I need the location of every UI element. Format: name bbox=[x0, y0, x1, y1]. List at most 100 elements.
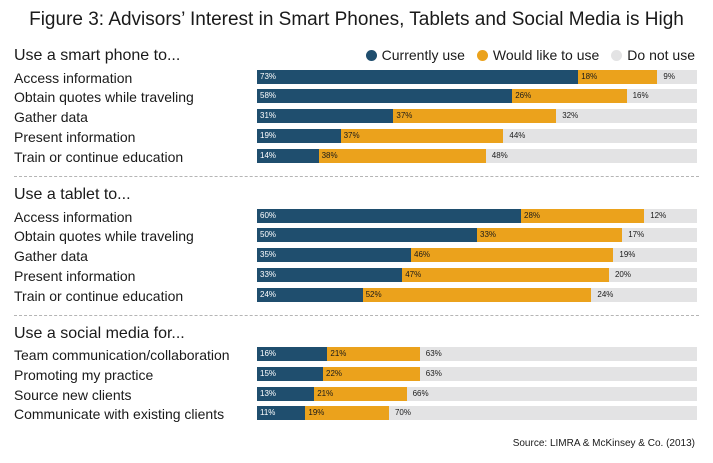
stacked-bar: 73% 18% 9% bbox=[257, 70, 697, 84]
data-label: 11% bbox=[260, 408, 276, 417]
data-label: 15% bbox=[260, 369, 277, 378]
bar-segment-do-not-use: 17% bbox=[622, 228, 697, 242]
stacked-bar: 35% 46% 19% bbox=[257, 248, 697, 262]
data-label: 24% bbox=[260, 290, 277, 299]
legend-swatch-do-not-use bbox=[611, 49, 623, 61]
row-label: Communicate with existing clients bbox=[14, 406, 225, 422]
legend-swatch-currently-use bbox=[365, 49, 377, 61]
data-label: 63% bbox=[425, 369, 442, 378]
bar-segment-do-not-use: 9% bbox=[657, 70, 697, 84]
legend-swatch-would-like-to-use bbox=[476, 49, 488, 61]
row-label: Train or continue education bbox=[14, 149, 184, 165]
row-label: Present information bbox=[14, 268, 136, 284]
stacked-bar: 11% 19% 70% bbox=[257, 406, 697, 420]
legend-item-currently-use: Currently use bbox=[365, 47, 465, 63]
bar-segment-would-like-to-use: 26% bbox=[512, 89, 627, 103]
data-label: 48% bbox=[491, 151, 508, 160]
data-label: 33% bbox=[260, 270, 277, 279]
bar-segment-currently-use: 19% bbox=[257, 129, 341, 143]
bar-segment-would-like-to-use: 21% bbox=[314, 387, 407, 401]
bar-segment-currently-use: 35% bbox=[257, 248, 411, 262]
data-label: 14% bbox=[260, 151, 277, 160]
row-label: Obtain quotes while traveling bbox=[14, 228, 194, 244]
bar-segment-currently-use: 16% bbox=[257, 347, 328, 361]
row-label: Access information bbox=[14, 70, 133, 86]
source-note: Source: LIMRA & McKinsey & Co. (2013) bbox=[512, 438, 695, 449]
bar-segment-do-not-use: 24% bbox=[591, 288, 697, 302]
bar-segment-do-not-use: 48% bbox=[485, 149, 697, 163]
legend-item-do-not-use: Do not use bbox=[611, 47, 695, 63]
bar-segment-would-like-to-use: 18% bbox=[578, 70, 658, 84]
section-title: Use a social media for... bbox=[14, 325, 185, 342]
data-label: 19% bbox=[308, 408, 325, 417]
bar-segment-would-like-to-use: 37% bbox=[340, 129, 504, 143]
bar-segment-would-like-to-use: 38% bbox=[318, 149, 486, 163]
data-label: 63% bbox=[425, 349, 442, 358]
data-label: 18% bbox=[581, 72, 598, 81]
legend-label-do-not-use: Do not use bbox=[627, 47, 695, 63]
data-label: 37% bbox=[343, 131, 360, 140]
section-divider bbox=[14, 176, 699, 177]
bar-segment-do-not-use: 66% bbox=[406, 387, 697, 401]
legend-label-would-like-to-use: Would like to use bbox=[492, 47, 600, 63]
data-label: 38% bbox=[321, 151, 338, 160]
bar-segment-do-not-use: 32% bbox=[556, 109, 697, 123]
data-label: 26% bbox=[515, 91, 532, 100]
data-label: 9% bbox=[663, 72, 675, 81]
stacked-bar: 24% 52% 24% bbox=[257, 288, 697, 302]
data-label: 12% bbox=[650, 211, 667, 220]
stacked-bar: 15% 22% 63% bbox=[257, 367, 697, 381]
data-label: 60% bbox=[260, 211, 277, 220]
bar-segment-currently-use: 73% bbox=[257, 70, 579, 84]
data-label: 16% bbox=[632, 91, 649, 100]
bar-segment-currently-use: 15% bbox=[257, 367, 323, 381]
bar-segment-currently-use: 50% bbox=[257, 228, 477, 242]
stacked-bar: 33% 47% 20% bbox=[257, 268, 697, 282]
data-label: 22% bbox=[326, 369, 343, 378]
section-divider bbox=[14, 315, 699, 316]
row-label: Gather data bbox=[14, 109, 88, 125]
stacked-bar: 31% 37% 32% bbox=[257, 109, 697, 123]
data-label: 16% bbox=[260, 349, 277, 358]
data-label: 13% bbox=[260, 389, 277, 398]
bar-segment-would-like-to-use: 46% bbox=[411, 248, 614, 262]
bar-segment-currently-use: 13% bbox=[257, 387, 315, 401]
stacked-bar: 16% 21% 63% bbox=[257, 347, 697, 361]
row-label: Obtain quotes while traveling bbox=[14, 89, 194, 105]
bar-segment-would-like-to-use: 52% bbox=[362, 288, 592, 302]
data-label: 70% bbox=[394, 408, 411, 417]
data-label: 37% bbox=[396, 111, 413, 120]
bar-segment-do-not-use: 44% bbox=[503, 129, 697, 143]
data-label: 44% bbox=[509, 131, 526, 140]
row-label: Team communication/collaboration bbox=[14, 347, 230, 363]
stacked-bar: 50% 33% 17% bbox=[257, 228, 697, 242]
bar-segment-would-like-to-use: 22% bbox=[323, 367, 420, 381]
bar-segment-would-like-to-use: 19% bbox=[305, 406, 389, 420]
data-label: 46% bbox=[414, 250, 431, 259]
data-label: 24% bbox=[597, 290, 614, 299]
data-label: 47% bbox=[405, 270, 422, 279]
bar-segment-would-like-to-use: 47% bbox=[402, 268, 609, 282]
bar-segment-do-not-use: 63% bbox=[419, 347, 697, 361]
stacked-bar: 14% 38% 48% bbox=[257, 149, 697, 163]
bar-segment-do-not-use: 16% bbox=[626, 89, 697, 103]
bar-segment-currently-use: 11% bbox=[257, 406, 306, 420]
row-label: Access information bbox=[14, 209, 133, 225]
data-label: 35% bbox=[260, 250, 277, 259]
data-label: 19% bbox=[619, 250, 636, 259]
bar-segment-currently-use: 24% bbox=[257, 288, 363, 302]
data-label: 50% bbox=[260, 230, 277, 239]
chart-title: Figure 3: Advisors’ Interest in Smart Ph… bbox=[29, 9, 684, 30]
row-label: Promoting my practice bbox=[14, 367, 154, 383]
bar-segment-do-not-use: 63% bbox=[419, 367, 697, 381]
data-label: 32% bbox=[562, 111, 579, 120]
data-label: 28% bbox=[524, 211, 541, 220]
row-label: Train or continue education bbox=[14, 288, 184, 304]
bar-segment-currently-use: 60% bbox=[257, 209, 521, 223]
stacked-bar: 58% 26% 16% bbox=[257, 89, 697, 103]
bar-segment-would-like-to-use: 33% bbox=[477, 228, 623, 242]
data-label: 58% bbox=[260, 91, 277, 100]
bar-segment-currently-use: 31% bbox=[257, 109, 394, 123]
data-label: 19% bbox=[260, 131, 277, 140]
section-title: Use a smart phone to... bbox=[14, 47, 181, 64]
